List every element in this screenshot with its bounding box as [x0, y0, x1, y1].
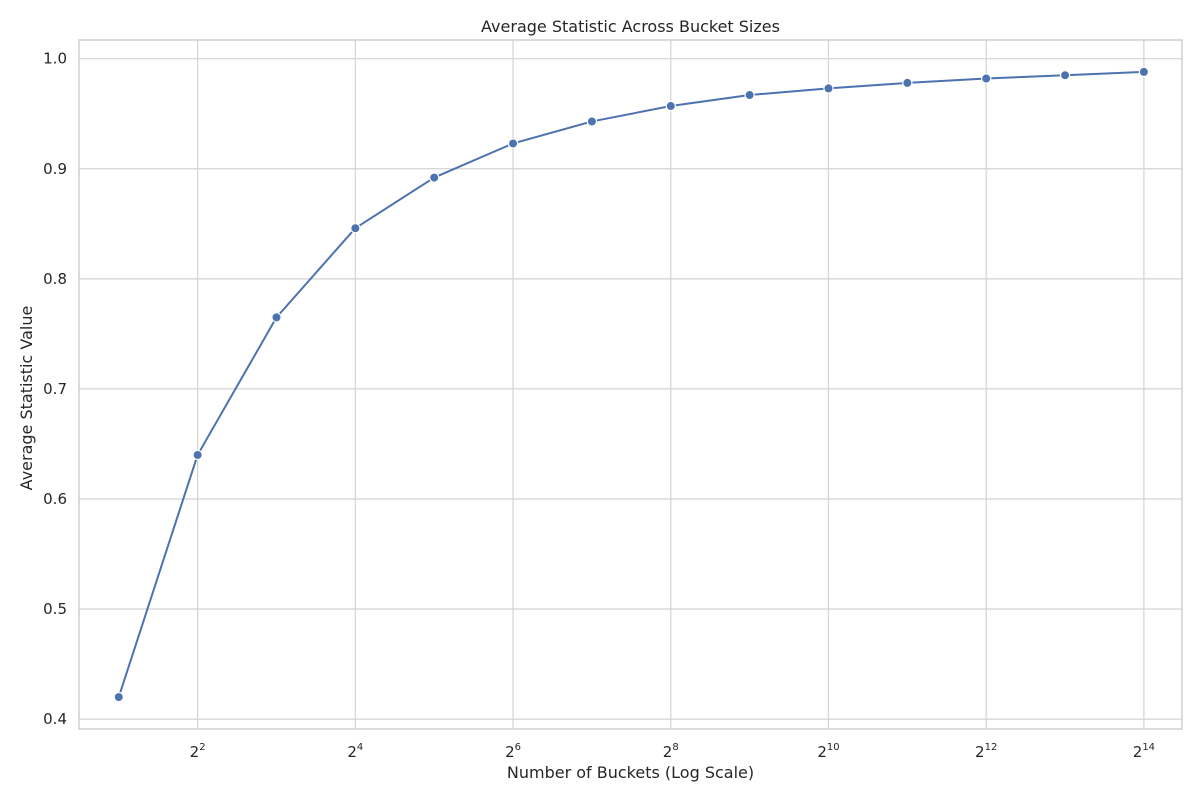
data-point [113, 691, 124, 703]
x-tick-exponent: 14 [1142, 742, 1155, 753]
y-tick-label: 0.5 [43, 600, 67, 618]
x-tick-label: 26 [505, 742, 521, 761]
data-point [665, 100, 676, 112]
data-point [507, 138, 519, 149]
y-axis-title: Average Statistic Value [17, 306, 36, 491]
x-tick-label: 210 [817, 742, 839, 761]
data-point [902, 77, 913, 89]
x-tick-exponent: 4 [357, 742, 363, 753]
data-point [980, 73, 992, 84]
y-tick-labels: 0.4 0.5 0.6 0.7 0.8 0.9 1.0 [43, 50, 67, 728]
x-tick-label: 28 [663, 742, 679, 761]
x-tick-base: 2 [347, 743, 357, 761]
x-tick-label: 214 [1133, 742, 1155, 761]
data-point [271, 312, 282, 323]
x-tick-label: 24 [347, 742, 363, 761]
y-tick-label: 0.9 [43, 160, 67, 178]
y-tick-label: 0.8 [43, 270, 67, 288]
y-tick-label: 1.0 [43, 50, 67, 68]
data-point [428, 172, 440, 183]
x-axis-title: Number of Buckets (Log Scale) [507, 763, 754, 782]
y-tick-label: 0.6 [43, 490, 67, 508]
data-point [586, 116, 598, 127]
x-tick-base: 2 [190, 743, 200, 761]
x-tick-label: 22 [190, 742, 206, 761]
data-point [350, 223, 361, 234]
x-tick-base: 2 [663, 743, 673, 761]
x-tick-label: 212 [975, 742, 997, 761]
series-layer [113, 66, 1150, 703]
x-tick-base: 2 [1133, 743, 1143, 761]
x-tick-exponent: 10 [827, 742, 840, 753]
data-point [744, 89, 755, 101]
x-tick-base: 2 [817, 743, 827, 761]
chart-title: Average Statistic Across Bucket Sizes [481, 17, 780, 36]
x-tick-exponent: 12 [985, 742, 998, 753]
gridlines [79, 40, 1182, 729]
x-tick-base: 2 [975, 743, 985, 761]
x-tick-base: 2 [505, 743, 515, 761]
plot-frame [78, 39, 1183, 730]
x-tick-exponent: 6 [515, 742, 521, 753]
series-line [117, 70, 1144, 698]
data-point [1138, 66, 1150, 78]
x-tick-labels: 22 24 26 28 210 212 214 [190, 742, 1155, 761]
data-point [192, 449, 203, 461]
data-point [823, 83, 834, 94]
y-tick-label: 0.4 [43, 710, 67, 728]
y-tick-label: 0.7 [43, 380, 67, 398]
x-tick-exponent: 2 [199, 742, 205, 753]
x-tick-exponent: 8 [672, 742, 678, 753]
data-point [1059, 70, 1071, 81]
